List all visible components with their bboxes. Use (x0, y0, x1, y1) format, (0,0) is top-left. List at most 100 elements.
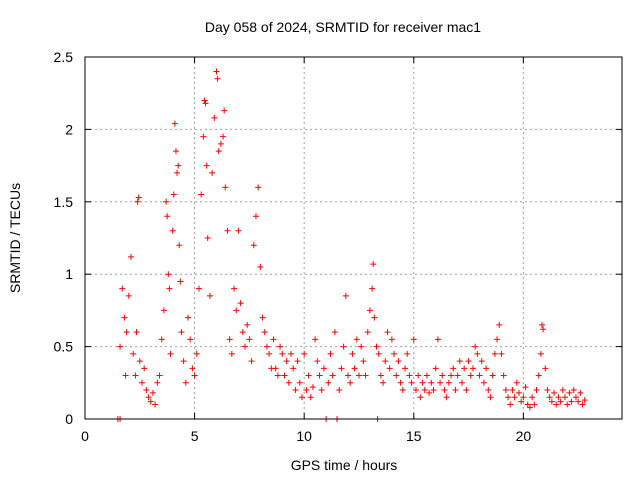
data-point (577, 389, 584, 396)
data-point (391, 350, 398, 357)
data-point (325, 379, 332, 386)
data-point (189, 365, 196, 372)
data-point (149, 389, 156, 396)
data-point (377, 372, 384, 379)
data-point (581, 397, 588, 404)
y-tick-label: 0 (65, 411, 73, 427)
data-point (145, 394, 152, 401)
data-point (211, 114, 218, 121)
data-point (421, 387, 428, 394)
data-point (402, 365, 409, 372)
data-point (544, 387, 551, 394)
data-point (206, 292, 213, 299)
data-point (125, 292, 132, 299)
data-point (498, 350, 505, 357)
data-point (222, 184, 229, 191)
data-point (307, 394, 314, 401)
data-point (166, 285, 173, 292)
x-tick-label: 20 (516, 428, 532, 444)
data-point (404, 350, 411, 357)
data-point (507, 401, 514, 408)
data-point (349, 350, 356, 357)
data-point (174, 169, 181, 176)
data-point (133, 329, 140, 336)
data-point (195, 285, 202, 292)
x-tick-label: 0 (81, 428, 89, 444)
data-point (298, 394, 305, 401)
data-point (450, 365, 457, 372)
data-point (290, 365, 297, 372)
data-point (285, 379, 292, 386)
data-point (538, 321, 545, 328)
data-point (255, 184, 262, 191)
data-point (351, 365, 358, 372)
data-point (143, 387, 150, 394)
data-point (200, 133, 207, 140)
data-point (117, 343, 124, 350)
data-point (353, 336, 360, 343)
data-point (562, 394, 569, 401)
data-point (193, 350, 200, 357)
data-point (213, 68, 220, 75)
data-point (423, 372, 430, 379)
data-point (203, 162, 210, 169)
data-point (526, 404, 533, 411)
data-point (505, 394, 512, 401)
data-point (242, 343, 249, 350)
data-point (491, 350, 498, 357)
data-point (399, 387, 406, 394)
y-tick-label: 0.5 (54, 339, 74, 355)
data-point (252, 213, 259, 220)
data-point (177, 278, 184, 285)
data-point (178, 329, 185, 336)
data-point (281, 372, 288, 379)
data-point (294, 358, 301, 365)
data-point (171, 120, 178, 127)
data-point (388, 336, 395, 343)
data-point (340, 343, 347, 350)
data-point (426, 389, 433, 396)
data-point (364, 329, 371, 336)
y-tick-label: 1.5 (54, 194, 74, 210)
data-point (511, 394, 518, 401)
data-point (164, 213, 171, 220)
data-point (360, 358, 367, 365)
data-point (292, 387, 299, 394)
data-point (564, 401, 571, 408)
data-point (215, 148, 222, 155)
data-point (342, 292, 349, 299)
data-point (134, 198, 141, 205)
data-point (445, 379, 452, 386)
data-point (456, 358, 463, 365)
data-point (452, 387, 459, 394)
data-point (575, 398, 582, 405)
data-point (198, 191, 205, 198)
data-point (158, 336, 165, 343)
y-tick-label: 1 (65, 266, 73, 282)
data-point (248, 358, 255, 365)
data-point (147, 398, 154, 405)
data-point (191, 372, 198, 379)
data-point (559, 387, 566, 394)
data-point (489, 372, 496, 379)
data-point (172, 148, 179, 155)
y-tick-label: 2.5 (54, 49, 74, 65)
data-point (165, 271, 172, 278)
data-point (121, 314, 128, 321)
data-point (244, 321, 251, 328)
data-point (130, 350, 137, 357)
data-point (320, 365, 327, 372)
data-point (316, 372, 323, 379)
data-point (369, 285, 376, 292)
data-point (467, 372, 474, 379)
data-point (415, 372, 422, 379)
data-point (408, 379, 415, 386)
y-tick-label: 2 (65, 121, 73, 137)
data-point (274, 372, 281, 379)
data-point (551, 389, 558, 396)
tick-labels: 0 5 10 15 20 0 0.5 1 1.5 2 2.5 (54, 49, 532, 444)
data-point (204, 235, 211, 241)
data-point (355, 372, 362, 379)
data-point (500, 372, 507, 379)
data-point (246, 336, 253, 343)
